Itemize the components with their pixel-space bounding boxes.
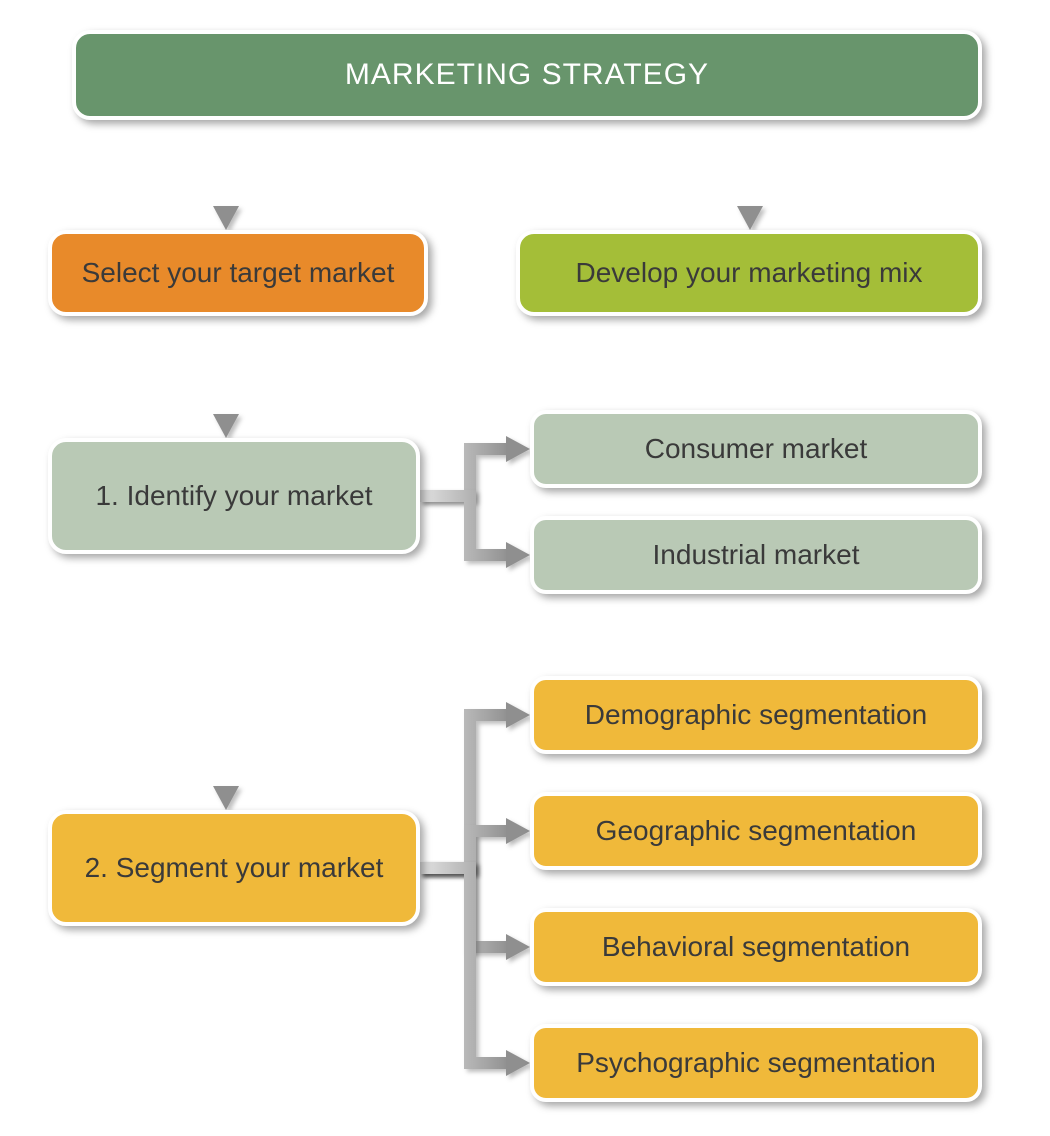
node-demo: Demographic segmentation <box>530 676 982 754</box>
edge-e5 <box>420 449 510 496</box>
node-title: MARKETING STRATEGY <box>72 30 982 120</box>
node-consumer: Consumer market <box>530 410 982 488</box>
edge-e8 <box>420 831 510 868</box>
node-segment: 2. Segment your market <box>48 810 420 926</box>
flowchart-canvas: MARKETING STRATEGY Select your target mar… <box>0 0 1050 1136</box>
node-geo: Geographic segmentation <box>530 792 982 870</box>
node-psycho: Psychographic segmentation <box>530 1024 982 1102</box>
node-select: Select your target market <box>48 230 428 316</box>
node-behav: Behavioral segmentation <box>530 908 982 986</box>
node-identify: 1. Identify your market <box>48 438 420 554</box>
edge-e6 <box>420 496 510 555</box>
edge-e10 <box>420 868 510 1063</box>
edge-e7 <box>420 715 510 868</box>
node-industrial: Industrial market <box>530 516 982 594</box>
node-develop: Develop your marketing mix <box>516 230 982 316</box>
edge-e9 <box>420 868 510 947</box>
